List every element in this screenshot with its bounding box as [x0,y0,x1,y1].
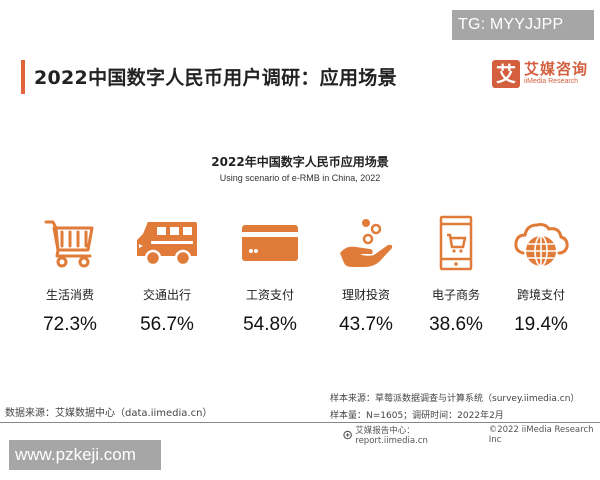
brand-logo: 艾 艾媒咨询 iiMedia Research [492,58,592,92]
logo-mark-icon: 艾 [492,60,520,88]
scenario-item: 工资支付 54.8% [220,212,320,336]
logo-name-cn: 艾媒咨询 [524,60,589,78]
data-source: 数据来源：艾媒数据中心（data.iimedia.cn） [5,408,213,419]
page-title: 2022中国数字人民币用户调研：应用场景 [34,67,397,89]
scenario-label: 生活消费 [45,288,94,302]
scenario-label: 电子商务 [431,288,480,302]
scenario-item: 理财投资 43.7% [316,212,416,336]
watermark-site: www.pzkeji.com [9,440,161,470]
report-center: 艾媒报告中心：report.iimedia.cn ©2022 iiMedia R… [343,424,600,446]
scenario-label: 跨境支付 [516,288,565,302]
phone-cart-icon [406,212,506,274]
scenario-item: 生活消费 72.3% [20,212,120,336]
watermark-tg: TG: MYYJJPP [452,10,594,40]
scenario-value: 54.8% [243,314,297,335]
scenario-item: 电子商务 38.6% [406,212,506,336]
scenario-label: 交通出行 [142,288,191,302]
footer-divider [0,422,600,423]
scenario-value: 38.6% [429,314,483,335]
scenario-value: 72.3% [43,314,97,335]
scenario-value: 56.7% [140,314,194,335]
shopping-cart-icon [20,212,120,274]
scenario-label: 工资支付 [245,288,294,302]
chart-subtitle: Using scenario of e-RMB in China, 2022 [219,173,381,183]
title-accent-bar [21,60,25,94]
bank-card-icon [220,212,320,274]
scenario-label: 理财投资 [341,288,390,302]
scenario-item: 交通出行 56.7% [117,212,217,336]
scenario-value: 19.4% [514,314,568,335]
hand-coins-icon [316,212,416,274]
chart-title: 2022年中国数字人民币应用场景 [211,155,389,169]
logo-name-en: iiMedia Research [524,78,579,85]
scenario-value: 43.7% [339,314,393,335]
copyright: ©2022 iiMedia Research Inc [488,425,594,445]
sample-info: 样本量：N=1605；调研时间：2022年2月 [330,411,504,421]
sample-source: 样本来源：草莓派数据调查与计算系统（survey.iimedia.cn） [330,394,580,404]
report-center-link[interactable]: 艾媒报告中心：report.iimedia.cn [355,426,428,446]
bus-icon [117,212,217,274]
report-center-icon [343,430,352,440]
globe-cloud-icon [491,212,591,274]
scenario-item: 跨境支付 19.4% [491,212,591,336]
